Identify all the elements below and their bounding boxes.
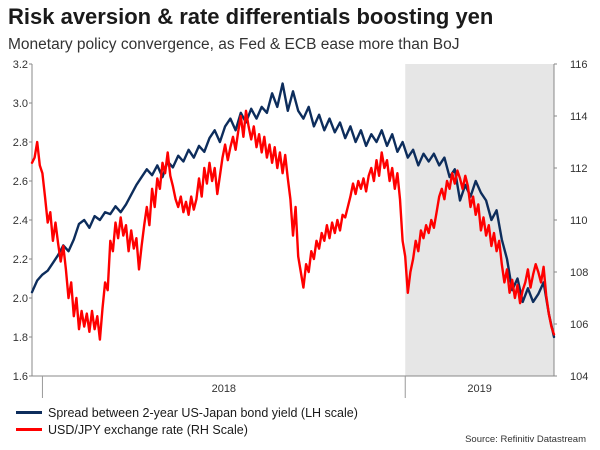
- y-left-tick-label: 2.0: [13, 293, 28, 305]
- y-right-tick-label: 108: [570, 267, 588, 279]
- series-line-usdjpy: [30, 109, 556, 341]
- legend-item-spread: Spread between 2-year US-Japan bond yiel…: [16, 404, 358, 421]
- y-left-tick-label: 2.2: [13, 254, 28, 266]
- legend-label-usdjpy: USD/JPY exchange rate (RH Scale): [48, 422, 248, 437]
- y-left-tick-label: 3.0: [13, 98, 28, 110]
- y-left-tick-label: 2.8: [13, 137, 28, 149]
- chart-subtitle: Monetary policy convergence, as Fed & EC…: [8, 36, 460, 53]
- legend-label-spread: Spread between 2-year US-Japan bond yiel…: [48, 405, 358, 420]
- legend-swatch-spread: [16, 411, 42, 414]
- series-lines: [30, 82, 556, 341]
- y-right-tick-label: 104: [570, 371, 588, 383]
- y-right-tick-label: 112: [570, 163, 588, 175]
- y-left-tick-label: 1.6: [13, 371, 28, 383]
- x-tick-label: 2019: [467, 383, 491, 395]
- legend-swatch-usdjpy: [16, 428, 42, 431]
- axes: 1.6 1.8 2.0 2.2 2.4 2.6 2.8 3.0 3.2 104 106 108 110 1…: [13, 59, 588, 398]
- y-left-tick-label: 1.8: [13, 332, 28, 344]
- y-right-tick-label: 114: [570, 111, 588, 123]
- x-tick-label: 2018: [212, 383, 236, 395]
- y-right-tick-label: 116: [570, 59, 588, 71]
- chart-title: Risk aversion & rate differentials boost…: [8, 4, 494, 29]
- y-left-tick-label: 2.4: [13, 215, 28, 227]
- y-left-tick-label: 3.2: [13, 59, 28, 71]
- y-right-tick-label: 106: [570, 319, 588, 331]
- legend: Spread between 2-year US-Japan bond yiel…: [16, 404, 358, 438]
- source-note: Source: Refinitiv Datastream: [465, 434, 586, 445]
- y-left-tick-label: 2.6: [13, 176, 28, 188]
- y-right-tick-label: 110: [570, 215, 588, 227]
- legend-item-usdjpy: USD/JPY exchange rate (RH Scale): [16, 421, 358, 438]
